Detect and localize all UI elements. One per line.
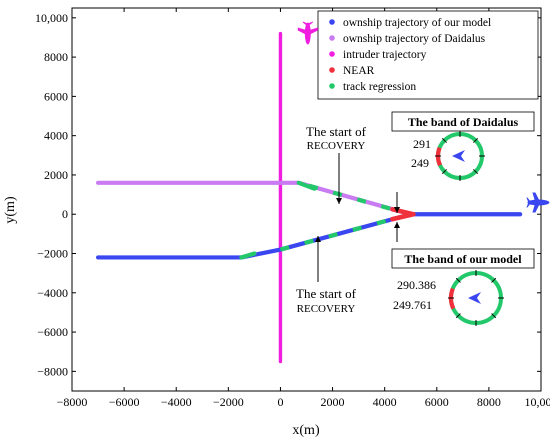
aircraft-icon-tail bbox=[302, 21, 313, 27]
annotation-our-model-recovery-main: The start of bbox=[296, 286, 357, 301]
inset-our-model-title-box bbox=[391, 248, 535, 269]
band-dial-daidalus-heading-arrow bbox=[452, 150, 465, 162]
track-regression-segment bbox=[239, 251, 257, 260]
aircraft-icon-wings bbox=[532, 192, 541, 213]
band-dial-our-model-red-arc bbox=[448, 287, 456, 310]
inset-our-model-value-lower: 249.761 bbox=[393, 298, 432, 312]
inset-daidalus-title-box bbox=[391, 111, 535, 132]
band-dial-our-model-tick bbox=[491, 313, 497, 319]
aircraft-icon-wings bbox=[297, 27, 318, 36]
legend-label-intruder: intruder trajectory bbox=[343, 49, 427, 61]
legend-label-our-model: ownship trajectory of our model bbox=[343, 17, 491, 29]
legend-marker-daidalus bbox=[329, 35, 335, 41]
our-model-regression-dash bbox=[279, 217, 394, 252]
annotation-group bbox=[315, 153, 400, 282]
y-tick-label: 10,000 bbox=[35, 11, 68, 25]
daidalus-trajectory-line bbox=[95, 180, 413, 217]
legend-marker-track-regression bbox=[329, 83, 335, 89]
annotation-daidalus-recovery-small: RECOVERY bbox=[307, 140, 366, 152]
x-tick-label: 2000 bbox=[321, 395, 345, 409]
x-tick-label: 6000 bbox=[425, 395, 449, 409]
aircraft-icon bbox=[526, 192, 550, 213]
inset-daidalus-value-lower: 249 bbox=[411, 156, 429, 170]
band-dial-our-model-tick bbox=[455, 313, 461, 319]
y-tick-label: −4000 bbox=[37, 286, 68, 300]
y-tick-label: −2000 bbox=[37, 247, 68, 261]
x-tick-label: −8000 bbox=[57, 395, 88, 409]
plot-frame bbox=[71, 7, 542, 392]
band-dial-group bbox=[435, 131, 504, 326]
tick-group: −8000 −6000 −4000 −2000 0 2000 4000 6000 8000 10,… bbox=[35, 8, 550, 409]
y-tick-label: −8000 bbox=[37, 364, 68, 378]
inset-daidalus-band: The band of Daidalus 291 249 bbox=[391, 111, 535, 170]
x-tick-label: 8000 bbox=[477, 395, 501, 409]
y-axis-label: y(m) bbox=[3, 196, 18, 224]
band-dial-our-model-tick bbox=[491, 277, 497, 283]
band-dial-our-model-heading-arrow bbox=[468, 292, 481, 304]
legend-box bbox=[317, 10, 539, 100]
legend-marker-intruder bbox=[329, 51, 335, 57]
arrow-daidalus-recovery-head bbox=[336, 198, 342, 204]
icon-group bbox=[297, 21, 550, 213]
series-group bbox=[95, 31, 523, 364]
band-dial-daidalus-red-arc bbox=[435, 146, 443, 167]
annotation-daidalus-recovery-main: The start of bbox=[306, 124, 367, 139]
legend: ownship trajectory of our model ownship … bbox=[317, 10, 539, 100]
x-tick-label: 4000 bbox=[373, 395, 397, 409]
aircraft-icon bbox=[297, 21, 318, 45]
arrow-our-model-recovery-head bbox=[315, 236, 321, 242]
band-dial-daidalus-tick bbox=[473, 137, 479, 143]
y-tick-label: 4000 bbox=[44, 129, 68, 143]
y-tick-label: 0 bbox=[62, 207, 68, 221]
x-tick-label: −4000 bbox=[161, 395, 192, 409]
legend-label-daidalus: ownship trajectory of Daidalus bbox=[343, 33, 486, 45]
inset-our-model-title: The band of our model bbox=[404, 252, 522, 266]
track-regression-segment bbox=[296, 180, 317, 191]
inset-daidalus-title: The band of Daidalus bbox=[408, 115, 519, 129]
x-tick-label: −2000 bbox=[213, 395, 244, 409]
y-tick-label: 8000 bbox=[44, 50, 68, 64]
band-dial-daidalus-tick bbox=[441, 169, 447, 175]
inset-daidalus-value-upper: 291 bbox=[413, 137, 431, 151]
legend-marker-our-model bbox=[329, 19, 335, 25]
x-tick-label: −6000 bbox=[109, 395, 140, 409]
band-dial-daidalus-tick bbox=[473, 169, 479, 175]
x-tick-label: 10,000 bbox=[525, 395, 550, 409]
arrow-near-bottom-head bbox=[394, 222, 400, 228]
x-tick-label: 0 bbox=[277, 395, 283, 409]
aircraft-icon-tail bbox=[526, 197, 532, 208]
inset-our-model-value-upper: 290.386 bbox=[397, 278, 436, 292]
x-axis-label: x(m) bbox=[292, 423, 320, 438]
band-dial-daidalus-tick bbox=[441, 137, 447, 143]
y-tick-label: 6000 bbox=[44, 89, 68, 103]
inset-our-model-band: The band of our model 290.386 249.761 bbox=[391, 248, 535, 312]
arrow-near-top-head bbox=[394, 207, 400, 213]
near-segment-our-model bbox=[390, 211, 416, 222]
y-tick-label: 2000 bbox=[44, 168, 68, 182]
annotation-our-model-recovery-small: RECOVERY bbox=[297, 303, 356, 315]
band-dial-our-model-tick bbox=[455, 277, 461, 283]
legend-label-track-regression: track regression bbox=[343, 81, 416, 93]
legend-marker-near bbox=[329, 67, 335, 73]
y-tick-label: −6000 bbox=[37, 325, 68, 339]
legend-label-near: NEAR bbox=[343, 65, 375, 77]
